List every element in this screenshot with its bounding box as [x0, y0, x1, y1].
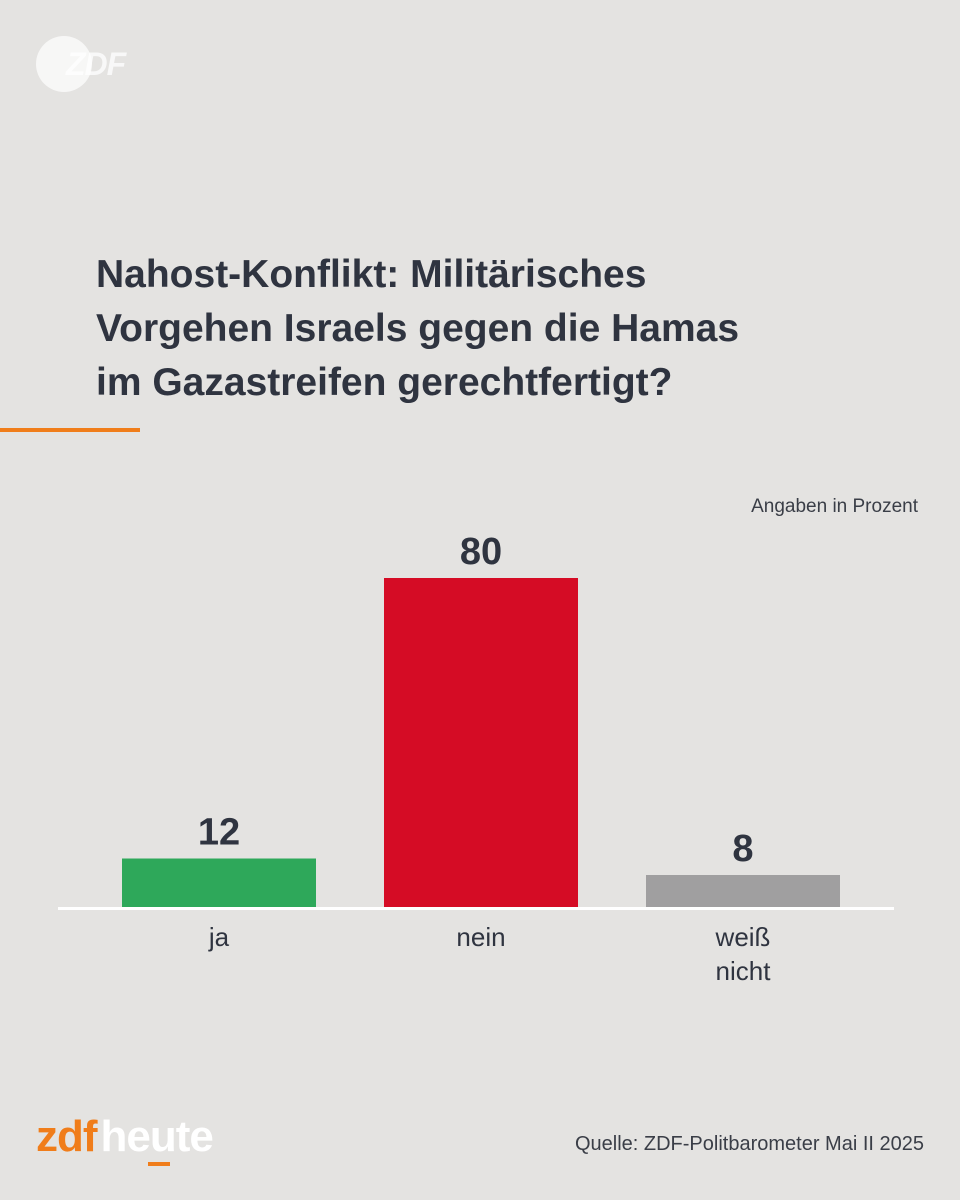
bar-1 [384, 578, 578, 908]
category-label-1: nein [456, 922, 505, 952]
bar-2 [646, 875, 840, 908]
source-note: Quelle: ZDF-Politbarometer Mai II 2025 [574, 1133, 924, 1155]
title-line-1: Nahost-Konflikt: Militärisches [96, 253, 647, 296]
bar-chart: 12 ja 80 nein 8 weiß nicht [58, 531, 894, 986]
title-line-2: Vorgehen Israels gegen die Hamas [96, 307, 740, 350]
value-label-0: 12 [198, 812, 240, 854]
category-label-2-line-1: nicht [716, 956, 772, 986]
unit-note: Angaben in Prozent [751, 496, 918, 517]
value-label-2: 8 [732, 828, 753, 870]
baseline [58, 907, 894, 910]
accent-divider [0, 428, 140, 432]
category-label-0: ja [208, 922, 230, 952]
value-label-1: 80 [460, 531, 502, 573]
zdfheute-logo: zdfheute [36, 1112, 214, 1172]
title-line-3: im Gazastreifen gerechtfertigt? [96, 361, 673, 404]
bar-0 [122, 858, 316, 908]
chart-title: Nahost-Konflikt: Militärisches Vorgehen … [96, 248, 896, 410]
category-label-2-line-0: weiß [715, 922, 771, 952]
zdf-watermark-logo: ZDF [36, 36, 156, 96]
